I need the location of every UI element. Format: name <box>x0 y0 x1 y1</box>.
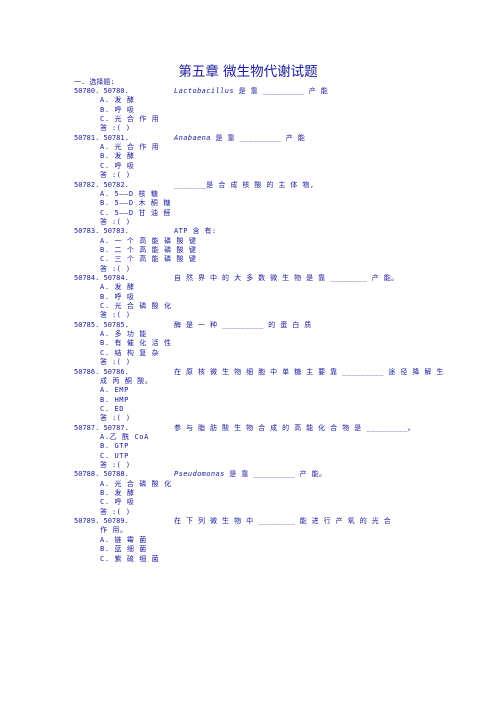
question-stem: 是 靠 _________ 产 能 <box>234 87 329 95</box>
answer-blank: 答 :( ) <box>100 414 131 423</box>
answer-option: B. 有 催 化 活 性 <box>100 339 172 348</box>
question-stem: 自 然 界 中 的 大 多 数 微 生 物 是 靠 ________ 产 能。 <box>174 274 399 282</box>
answer-option: C. 紫 硫 细 菌 <box>100 554 160 563</box>
question-stem: 是 靠 _________ 产 能 <box>210 133 306 142</box>
answer-option: B. 蓝 细 菌 <box>100 545 147 554</box>
organism-name: Anabaena <box>174 133 211 142</box>
answer-option: A. 一 个 高 能 磷 酸 键 <box>100 236 197 245</box>
answer-option: A. 多 功 能 <box>100 330 147 339</box>
question-stem: ATP 含 有: <box>174 227 217 236</box>
answer-option: A. 5——D 核 糖 <box>100 189 159 198</box>
question-stem: 参 与 脂 肪 酸 生 物 合 成 的 高 能 化 合 物 是 ________… <box>174 423 416 432</box>
question-text: 自 然 界 中 的 大 多 数 微 生 物 是 靠 ________ 产 能。 <box>174 274 399 282</box>
answer-option: B. 发 酵 <box>100 489 135 498</box>
answer-option: C. 光 合 作 用 <box>100 115 160 124</box>
question-text: Lactobacillus 是 靠 _________ 产 能 <box>174 87 328 95</box>
question-text: Anabaena 是 靠 _________ 产 能 <box>174 134 305 142</box>
answer-option: B. 呼 吸 <box>100 105 135 114</box>
section-heading: 一. 选择题: <box>74 78 115 86</box>
question-text: 参 与 脂 肪 酸 生 物 合 成 的 高 能 化 合 物 是 ________… <box>174 424 415 432</box>
question-text: 在 下 列 微 生 物 中 ________ 能 进 行 产 氧 的 光 合 <box>174 517 391 525</box>
answer-blank: 答 :( ) <box>100 171 131 180</box>
question-stem: 酶 是 一 种 _________ 的 蛋 白 质 <box>174 320 312 329</box>
question-stem: 是 靠 _________ 产 能。 <box>224 470 327 479</box>
question-text: Pseudomonas 是 靠 _________ 产 能。 <box>174 470 326 478</box>
question-number: 50783. 50783. <box>74 227 129 236</box>
question-text: 在 原 核 微 生 物 细 胞 中 单 糖 主 要 靠 _________ 途 … <box>174 368 444 376</box>
question-number: 50788. 50788. <box>74 470 129 479</box>
answer-blank: 答 :( ) <box>100 358 131 367</box>
question-number: 50789. 50789. <box>74 517 129 526</box>
answer-option: B. 二 个 高 能 磷 酸 键 <box>100 245 197 254</box>
answer-option: C. UTP <box>100 451 129 460</box>
answer-option: A. 光 合 磷 酸 化 <box>100 479 172 488</box>
answer-option: B. 呼 吸 <box>100 292 135 301</box>
answer-option: C. 光 合 磷 酸 化 <box>100 302 172 311</box>
answer-blank: 答 :( ) <box>100 311 131 320</box>
page-title: 第五章 微生物代谢试题 <box>178 64 318 80</box>
question-stem: 在 下 列 微 生 物 中 ________ 能 进 行 产 氧 的 光 合 <box>174 517 392 526</box>
answer-blank: 答 :( ) <box>100 264 131 273</box>
answer-blank: 答 :( ) <box>100 217 131 226</box>
answer-blank: 答 :( ) <box>100 124 131 133</box>
organism-name: Lactobacillus <box>174 87 234 95</box>
question-stem: 在 原 核 微 生 物 细 胞 中 单 糖 主 要 靠 _________ 途 … <box>174 367 444 376</box>
question-number: 50780. 50780. <box>74 87 129 95</box>
question-number: 50781. 50781. <box>74 133 129 142</box>
question-number: 50786. 50786. <box>74 367 129 376</box>
answer-blank: 答 :( ) <box>100 507 131 516</box>
answer-option: C. 5——D 甘 油 醛 <box>100 208 171 217</box>
answer-option: B. GTP <box>100 442 129 451</box>
question-text: ATP 含 有: <box>174 227 217 235</box>
question-text-continued: 作 用。 <box>100 526 128 535</box>
answer-option: A. 链 霉 菌 <box>100 535 147 544</box>
answer-option: A.乙 酰 CoA <box>100 432 149 441</box>
organism-name: Pseudomonas <box>174 470 225 479</box>
question-number: 50784. 50784. <box>74 274 129 282</box>
answer-option: C. 三 个 高 能 磷 酸 键 <box>100 255 197 264</box>
answer-option: A. 发 酵 <box>100 96 135 105</box>
question-text: 酶 是 一 种 _________ 的 蛋 白 质 <box>174 321 312 329</box>
answer-option: A. EMP <box>100 386 129 395</box>
question-number: 50787. 50787. <box>74 423 129 432</box>
question-number: 50785. 50785. <box>74 320 129 329</box>
answer-option: C. 呼 吸 <box>100 161 135 170</box>
answer-option: B. 发 酵 <box>100 152 135 161</box>
question-stem: _______是 合 成 核 酸 的 主 体 物, <box>174 180 315 189</box>
answer-option: C. 结 构 复 杂 <box>100 348 160 357</box>
question-text-continued: 成 丙 酮 酸。 <box>100 376 153 385</box>
answer-option: C. 呼 吸 <box>100 498 135 507</box>
answer-option: C. ED <box>100 404 125 413</box>
question-number: 50782. 50782. <box>74 180 129 189</box>
answer-option: A. 发 酵 <box>100 283 135 292</box>
answer-blank: 答 :( ) <box>100 461 131 469</box>
answer-option: A. 光 合 作 用 <box>100 143 160 152</box>
question-text: _______是 合 成 核 酸 的 主 体 物, <box>174 181 314 189</box>
answer-option: B. HMP <box>100 395 129 404</box>
answer-option: B. 5——D 木 酮 糖 <box>100 199 171 208</box>
